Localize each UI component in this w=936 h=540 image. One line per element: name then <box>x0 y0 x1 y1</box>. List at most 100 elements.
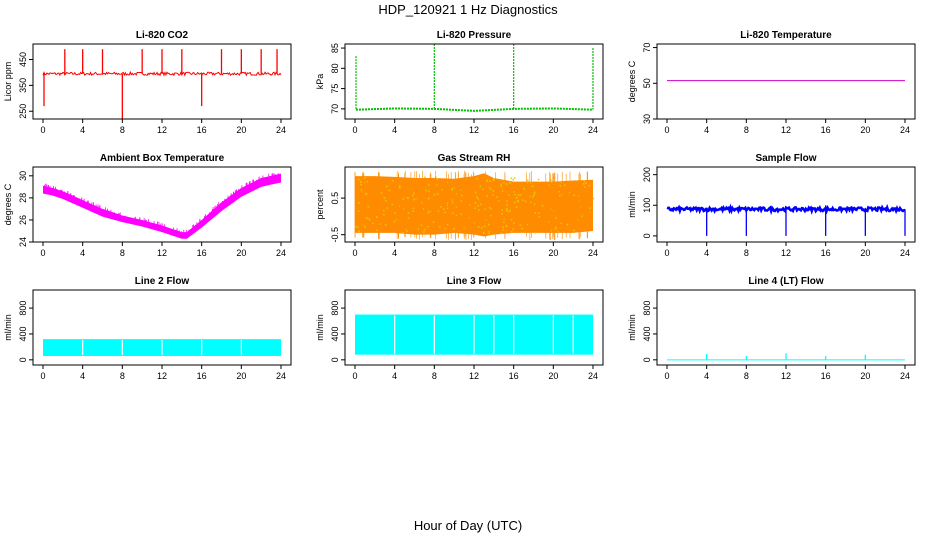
x-tick-label: 12 <box>781 248 791 258</box>
panel-line2: Line 2 Flow ml/min 0 4 8 12 16 20 24 0 400 800 <box>3 276 292 381</box>
x-tick-label: 20 <box>860 125 870 135</box>
rh-speck <box>476 196 478 199</box>
rh-speck <box>453 228 455 230</box>
rh-speck <box>367 217 369 220</box>
rh-speck <box>493 178 495 180</box>
panel-temperature: Li-820 Temperature degrees C 0 4 8 12 16 20 24 30… <box>627 30 916 135</box>
rh-speck <box>355 225 357 228</box>
x-tick-label: 0 <box>352 248 357 258</box>
x-tick-label: 16 <box>821 125 831 135</box>
rh-speck <box>451 189 453 191</box>
rh-speck <box>555 228 557 230</box>
rh-speck <box>439 226 441 228</box>
rh-speck <box>420 224 423 226</box>
y-tick-label: 0 <box>642 357 652 362</box>
y-tick-label: 24 <box>18 237 28 247</box>
rh-speck <box>376 216 379 218</box>
x-tick-label: 16 <box>509 248 519 258</box>
rh-speck <box>503 218 505 220</box>
panel-title: Li-820 Temperature <box>740 30 832 41</box>
x-tick-label: 4 <box>392 125 397 135</box>
y-tick-label: 70 <box>642 43 652 53</box>
rh-speck <box>517 194 520 196</box>
rh-speck <box>388 189 391 192</box>
rh-speck <box>412 207 415 210</box>
rh-speck <box>451 187 453 190</box>
x-tick-label: 20 <box>236 248 246 258</box>
rh-speck <box>362 228 364 230</box>
x-tick-label: 24 <box>276 248 286 258</box>
rh-speck <box>384 199 387 202</box>
rh-speck <box>538 215 541 218</box>
rh-speck <box>509 182 511 184</box>
y-tick-label: -0.5 <box>330 227 340 243</box>
rh-speck <box>444 227 446 230</box>
panel-line3: Line 3 Flow ml/min 0 4 8 12 16 20 24 0 400 800 <box>315 276 604 381</box>
rh-speck <box>447 181 449 183</box>
rh-speck <box>583 180 586 182</box>
rh-speck <box>421 201 423 204</box>
x-tick-label: 4 <box>80 248 85 258</box>
rh-speck <box>589 207 591 209</box>
rh-speck <box>530 201 532 203</box>
rh-speck <box>363 227 366 229</box>
rh-speck <box>482 188 484 191</box>
rh-speck <box>515 206 518 208</box>
x-tick-label: 8 <box>432 248 437 258</box>
rh-speck <box>407 197 409 200</box>
rh-speck <box>530 182 532 184</box>
rh-speck <box>399 186 401 189</box>
rh-speck <box>395 219 398 221</box>
y-tick-label: 200 <box>642 167 652 182</box>
x-tick-label: 4 <box>392 371 397 381</box>
x-tick-label: 20 <box>236 371 246 381</box>
rh-speck <box>441 188 443 191</box>
rh-speck <box>510 177 512 179</box>
rh-speck <box>427 225 429 228</box>
y-tick-label: 26 <box>18 215 28 225</box>
x-tick-label: 4 <box>704 248 709 258</box>
rh-speck <box>482 232 485 234</box>
panel-line4: Line 4 (LT) Flow ml/min 0 4 8 12 16 20 24 0 400 800 <box>627 276 916 381</box>
rh-speck <box>548 184 551 187</box>
rh-speck <box>398 205 400 208</box>
rh-speck <box>474 191 477 194</box>
rh-speck <box>507 194 510 196</box>
rh-speck <box>369 219 371 221</box>
rh-speck <box>484 208 486 210</box>
rh-speck <box>585 182 587 185</box>
rh-speck <box>407 217 410 219</box>
y-tick-label: 800 <box>642 301 652 316</box>
rh-speck <box>428 184 430 186</box>
x-tick-label: 0 <box>352 371 357 381</box>
rh-speck <box>490 207 492 210</box>
rh-speck <box>512 228 515 230</box>
x-tick-label: 20 <box>860 371 870 381</box>
x-tick-label: 16 <box>821 371 831 381</box>
y-axis-label: kPa <box>315 74 325 90</box>
rh-speck <box>477 198 479 200</box>
x-tick-label: 0 <box>40 125 45 135</box>
rh-speck <box>376 229 378 232</box>
rh-speck <box>446 202 449 204</box>
rh-speck <box>359 181 362 183</box>
x-tick-label: 4 <box>80 371 85 381</box>
rh-speck <box>455 193 457 195</box>
y-tick-label: 800 <box>18 301 28 316</box>
panel-pressure: Li-820 Pressure kPa 0 4 8 12 16 20 24 70 75 80 85 <box>315 30 604 135</box>
rh-speck <box>532 196 534 198</box>
rh-speck <box>461 194 463 197</box>
rh-speck <box>422 208 424 210</box>
rh-speck <box>424 176 426 178</box>
rh-speck <box>424 228 426 231</box>
rh-speck <box>502 229 504 231</box>
x-tick-label: 24 <box>588 371 598 381</box>
rh-speck <box>509 209 511 212</box>
rh-speck <box>468 217 470 219</box>
x-tick-label: 0 <box>664 248 669 258</box>
y-tick-label: 28 <box>18 193 28 203</box>
y-tick-label: 350 <box>18 78 28 93</box>
rh-speck <box>579 206 582 209</box>
rh-speck <box>521 227 523 230</box>
